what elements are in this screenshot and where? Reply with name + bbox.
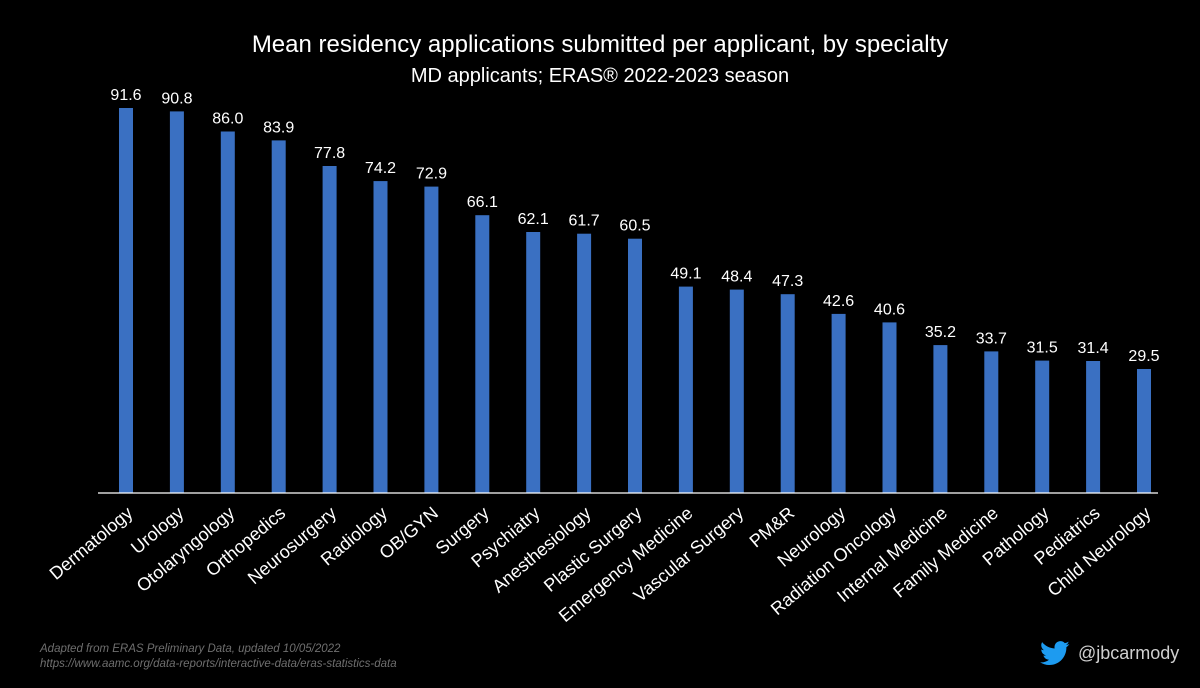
bar-orthopedics xyxy=(271,140,286,493)
bar-dermatology xyxy=(119,108,133,493)
bar-radiation-oncology xyxy=(882,322,897,493)
value-label: 31.4 xyxy=(1078,340,1109,357)
bar-urology xyxy=(169,111,184,494)
bar-vascular-surgery xyxy=(729,289,744,493)
value-label: 40.6 xyxy=(874,301,905,318)
value-label: 61.7 xyxy=(569,213,600,230)
value-label: 77.8 xyxy=(314,145,345,162)
bar-neurosurgery xyxy=(322,166,337,493)
chart-subtitle: MD applicants; ERAS® 2022-2023 season xyxy=(411,65,789,87)
bar-internal-medicine xyxy=(933,345,948,493)
value-label: 91.6 xyxy=(110,87,141,104)
value-label: 48.4 xyxy=(721,269,752,286)
bar-psychiatry xyxy=(526,232,541,493)
category-label: Neurosurgery xyxy=(244,503,340,588)
bar-pm-r xyxy=(780,294,795,493)
value-label: 60.5 xyxy=(619,218,650,235)
value-label: 72.9 xyxy=(416,166,447,183)
bar-ob-gyn xyxy=(424,186,439,493)
category-label: Dermatology xyxy=(46,503,137,584)
value-label: 31.5 xyxy=(1027,340,1058,357)
value-label: 86.0 xyxy=(212,111,243,128)
bar-radiology xyxy=(373,181,388,493)
bar-otolaryngology xyxy=(220,131,235,493)
value-label: 74.2 xyxy=(365,160,396,177)
value-label: 49.1 xyxy=(670,266,701,283)
value-label: 66.1 xyxy=(467,194,498,211)
value-label: 83.9 xyxy=(263,119,294,136)
footer-source-url: https://www.aamc.org/data-reports/intera… xyxy=(40,658,397,670)
chart-title: Mean residency applications submitted pe… xyxy=(252,31,948,58)
bar-plastic-surgery xyxy=(628,238,642,493)
bars-group: 91.6Dermatology90.8Urology86.0Otolaryngo… xyxy=(46,87,1160,626)
bar-anesthesiology xyxy=(577,233,592,493)
twitter-bird-icon xyxy=(1040,640,1070,665)
bar-family-medicine xyxy=(984,351,999,493)
value-label: 35.2 xyxy=(925,324,956,341)
footer-source: Adapted from ERAS Preliminary Data, upda… xyxy=(40,643,341,655)
bar-emergency-medicine xyxy=(678,286,693,493)
bar-surgery xyxy=(475,215,490,493)
bar-neurology xyxy=(831,313,846,493)
author-credit: @jbcarmody xyxy=(1040,638,1179,668)
value-label: 29.5 xyxy=(1128,348,1159,365)
bar-pathology xyxy=(1035,360,1050,493)
value-label: 33.7 xyxy=(976,330,1007,347)
bar-pediatrics xyxy=(1086,361,1101,493)
value-label: 42.6 xyxy=(823,293,854,310)
value-label: 62.1 xyxy=(518,211,549,228)
value-label: 90.8 xyxy=(161,90,192,107)
twitter-handle: @jbcarmody xyxy=(1078,642,1180,663)
bar-child-neurology xyxy=(1137,369,1151,493)
value-label: 47.3 xyxy=(772,273,803,290)
